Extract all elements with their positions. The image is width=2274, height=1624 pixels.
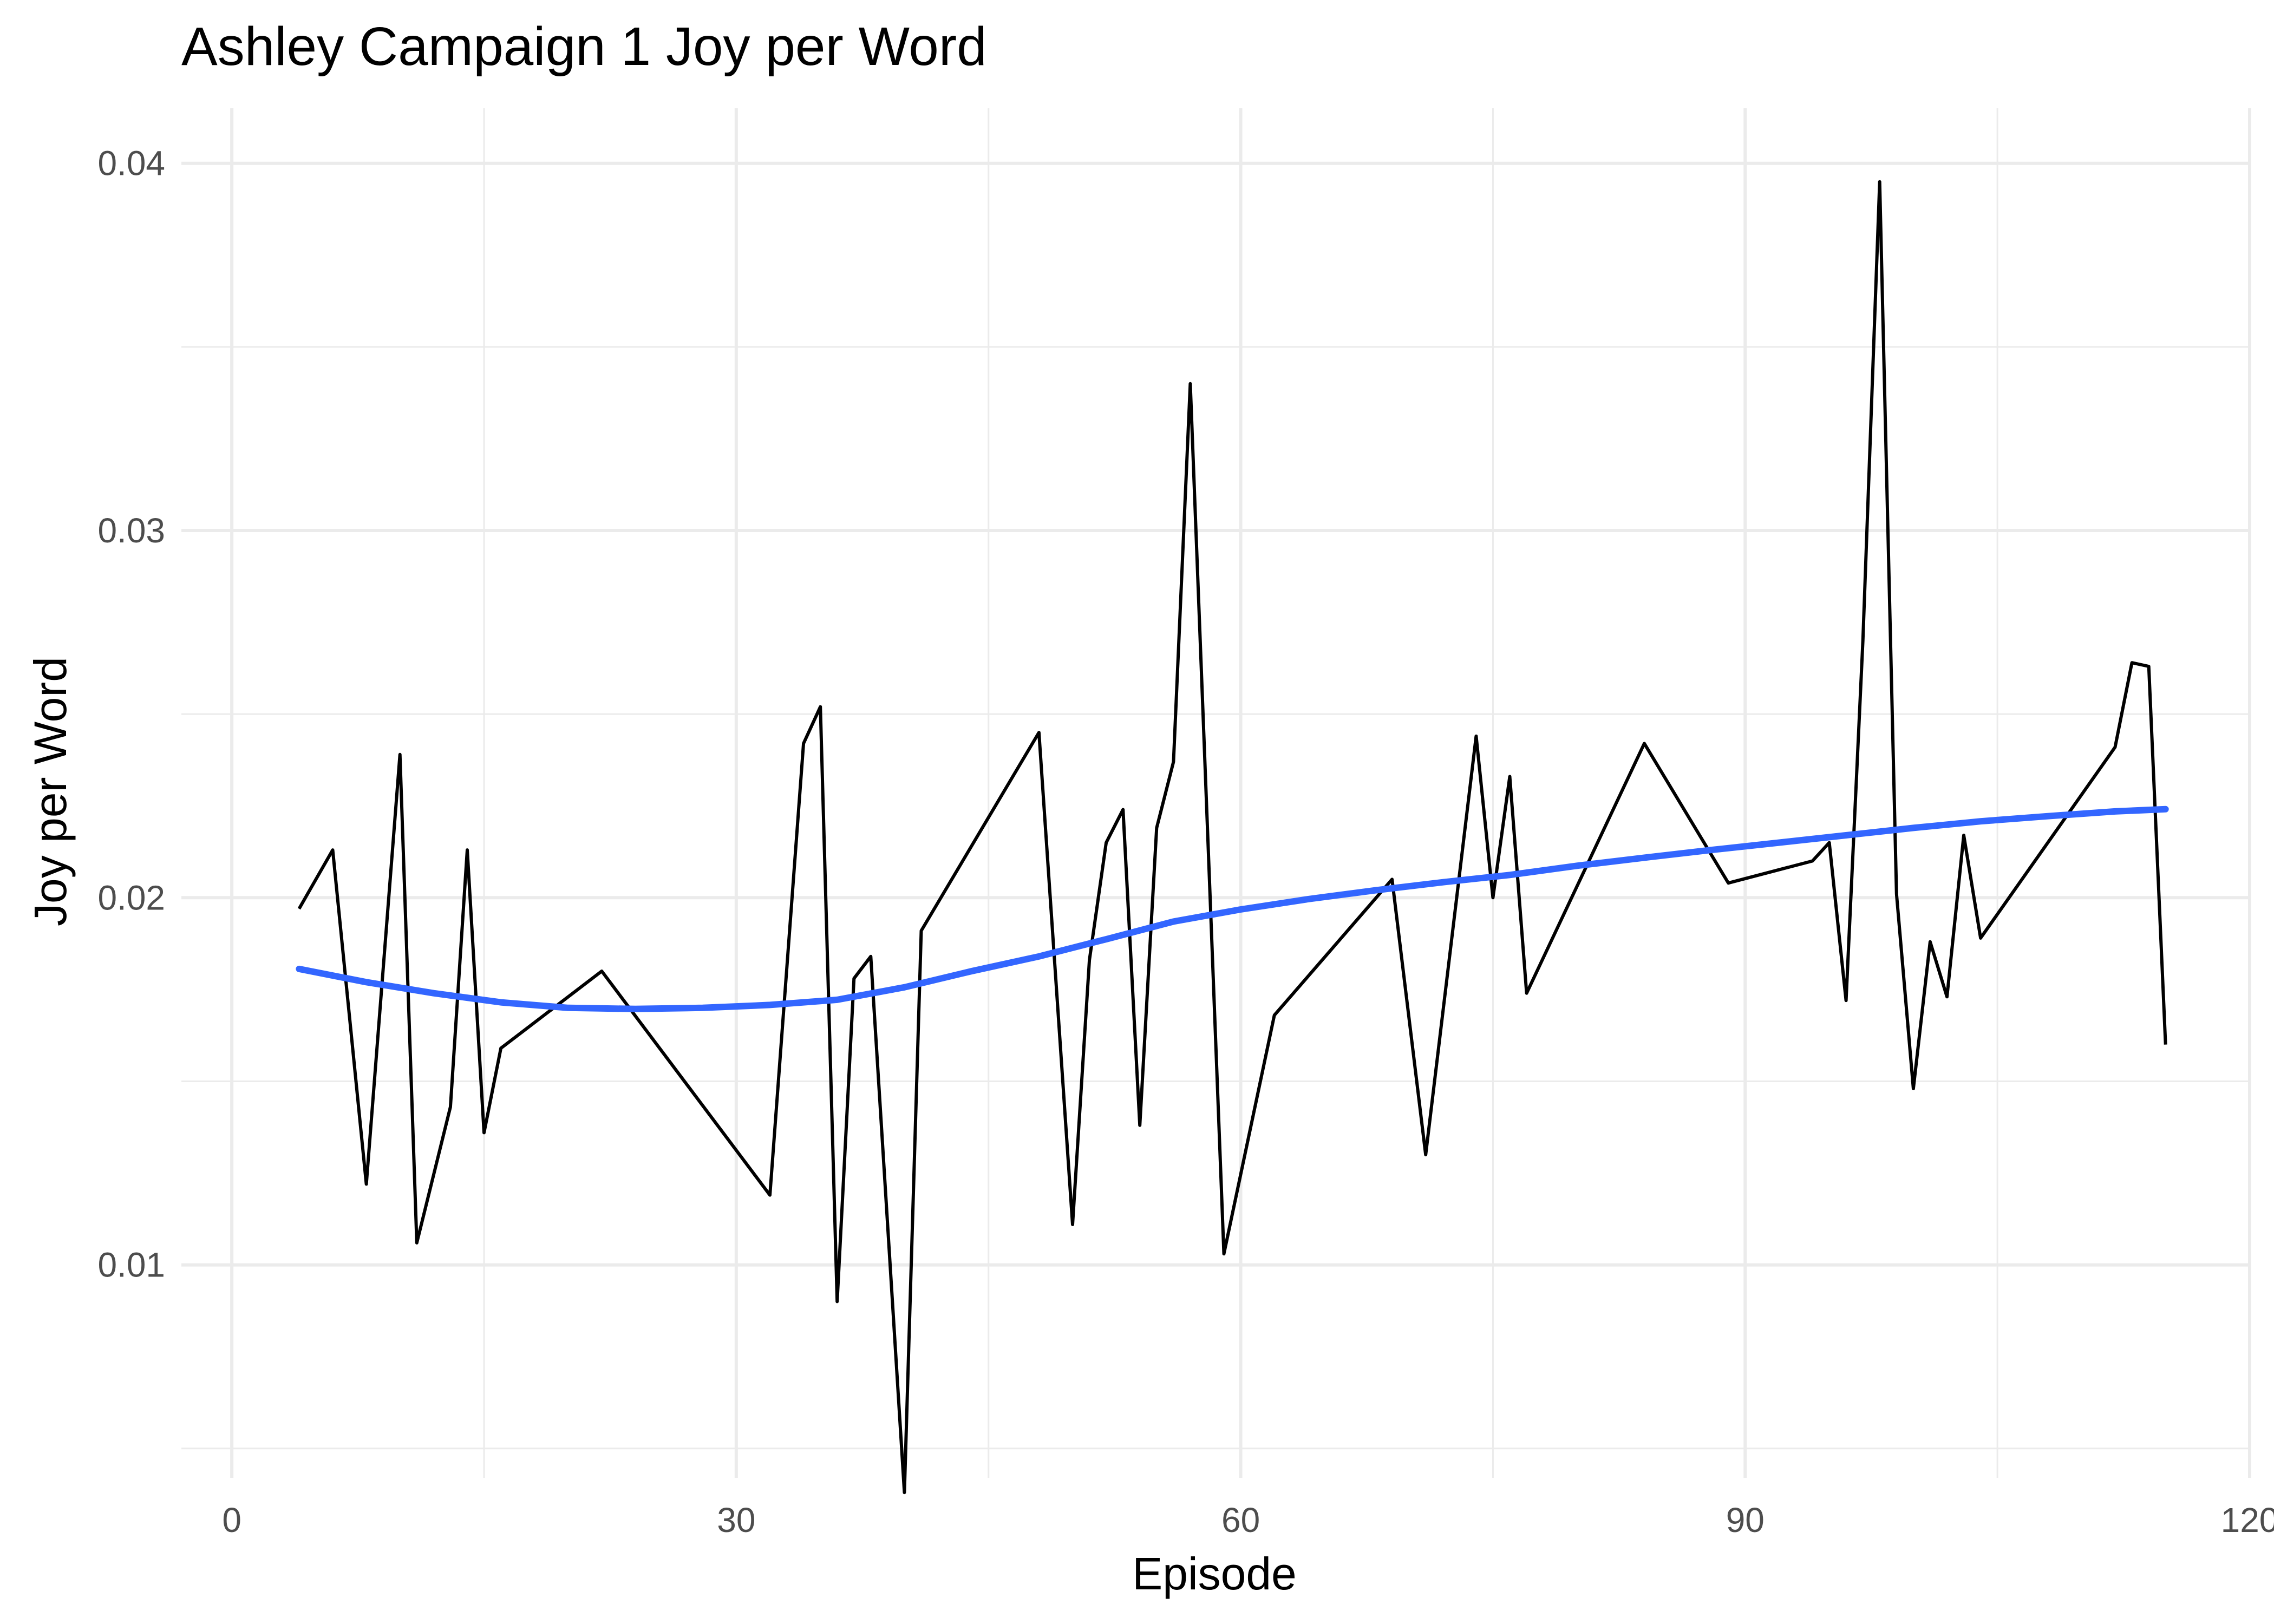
x-tick-label: 0 [222, 1501, 241, 1540]
y-tick-label: 0.03 [97, 511, 165, 550]
chart-title: Ashley Campaign 1 Joy per Word [181, 16, 987, 77]
x-tick-label: 30 [717, 1501, 755, 1540]
series-layer [296, 180, 2169, 1495]
y-tick-label: 0.02 [97, 878, 165, 917]
y-axis-title: Joy per Word [25, 657, 76, 926]
y-tick-label: 0.01 [97, 1246, 165, 1285]
smoothed-trend-line [296, 806, 2169, 1012]
x-axis-title: Episode [1132, 1548, 1297, 1599]
x-tick-label: 60 [1221, 1501, 1260, 1540]
y-tick-label: 0.04 [97, 144, 165, 183]
x-axis-ticks: 0 30 60 90 120 [222, 1501, 2274, 1540]
x-tick-label: 90 [1726, 1501, 1765, 1540]
y-axis-ticks: 0.01 0.02 0.03 0.04 [97, 144, 165, 1285]
x-tick-label: 120 [2221, 1501, 2274, 1540]
grid [181, 108, 2251, 1478]
